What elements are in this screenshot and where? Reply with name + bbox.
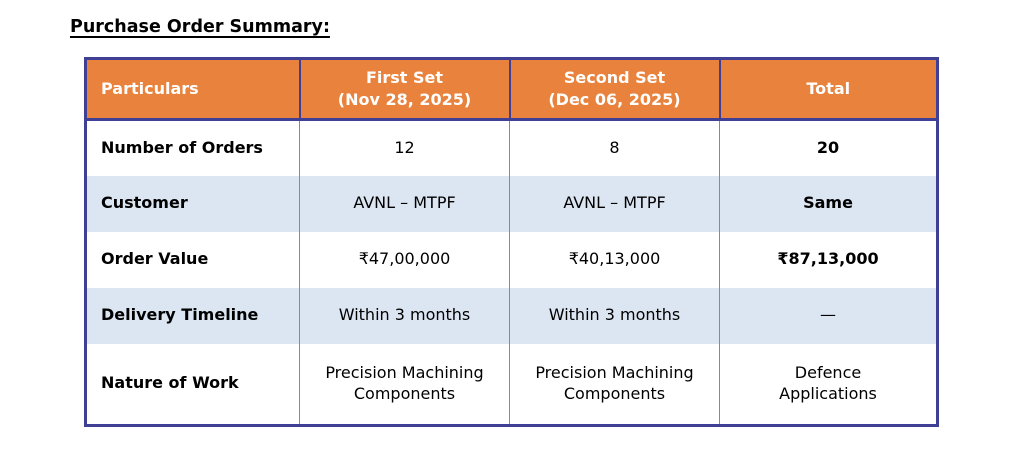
table-header: Particulars First Set (Nov 28, 2025) Sec… [85,58,938,121]
row-label: Delivery Timeline [85,287,300,344]
cell-first-set: Within 3 months [299,287,510,344]
header-cell-total: Total [719,58,938,121]
cell-second-set: ₹40,13,000 [509,231,720,288]
cell-total: 20 [719,119,938,176]
cell-total: ₹87,13,000 [719,231,938,288]
table-row-customer: Customer AVNL – MTPF AVNL – MTPF Same [85,175,938,232]
cell-first-set: ₹47,00,000 [299,231,510,288]
table-row-number-of-orders: Number of Orders 12 8 20 [85,119,938,176]
row-label: Customer [85,175,300,232]
cell-second-set: AVNL – MTPF [509,175,720,232]
cell-second-set: Precision Machining Components [509,343,720,426]
header-row: Particulars First Set (Nov 28, 2025) Sec… [85,58,938,121]
table-row-nature-of-work: Nature of Work Precision Machining Compo… [85,343,938,426]
header-cell-first-set: First Set (Nov 28, 2025) [299,58,511,121]
table-row-delivery-timeline: Delivery Timeline Within 3 months Within… [85,287,938,344]
table-body: Number of Orders 12 8 20 Customer AVNL –… [85,119,938,426]
cell-total: Defence Applications [719,343,938,426]
cell-first-set: 12 [299,119,510,176]
row-label: Number of Orders [85,119,300,176]
cell-total: — [719,287,938,344]
cell-first-set: Precision Machining Components [299,343,510,426]
row-label: Nature of Work [85,343,300,426]
row-label: Order Value [85,231,300,288]
table-row-order-value: Order Value ₹47,00,000 ₹40,13,000 ₹87,13… [85,231,938,288]
cell-second-set: 8 [509,119,720,176]
purchase-order-table: Particulars First Set (Nov 28, 2025) Sec… [84,57,939,427]
header-cell-particulars: Particulars [85,58,301,121]
page-title: Purchase Order Summary: [70,17,330,37]
cell-total: Same [719,175,938,232]
header-cell-second-set: Second Set (Dec 06, 2025) [509,58,721,121]
cell-first-set: AVNL – MTPF [299,175,510,232]
cell-second-set: Within 3 months [509,287,720,344]
